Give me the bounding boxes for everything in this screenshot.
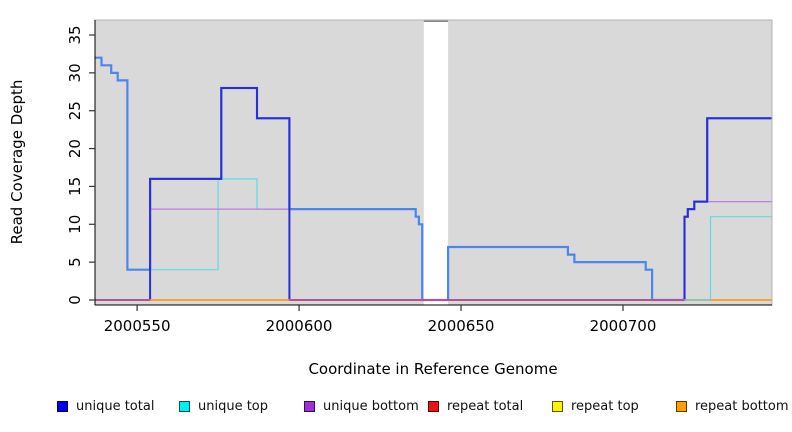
x-tick-label: 2000600 (266, 317, 333, 335)
y-tick-label: 15 (66, 177, 84, 196)
x-axis-label: Coordinate in Reference Genome (308, 360, 558, 378)
y-tick-label: 5 (66, 257, 84, 267)
x-tick-label: 2000700 (590, 317, 657, 335)
masked-region-band (423, 20, 449, 305)
y-tick-label: 0 (66, 295, 84, 305)
y-tick-label: 35 (66, 25, 84, 44)
y-tick-label: 10 (66, 215, 84, 234)
x-tick-label: 2000550 (104, 317, 171, 335)
y-axis-label: Read Coverage Depth (8, 79, 26, 245)
y-tick-label: 25 (66, 101, 84, 120)
y-tick-label: 20 (66, 139, 84, 158)
x-tick-label: 2000650 (428, 317, 495, 335)
y-tick-label: 30 (66, 63, 84, 82)
